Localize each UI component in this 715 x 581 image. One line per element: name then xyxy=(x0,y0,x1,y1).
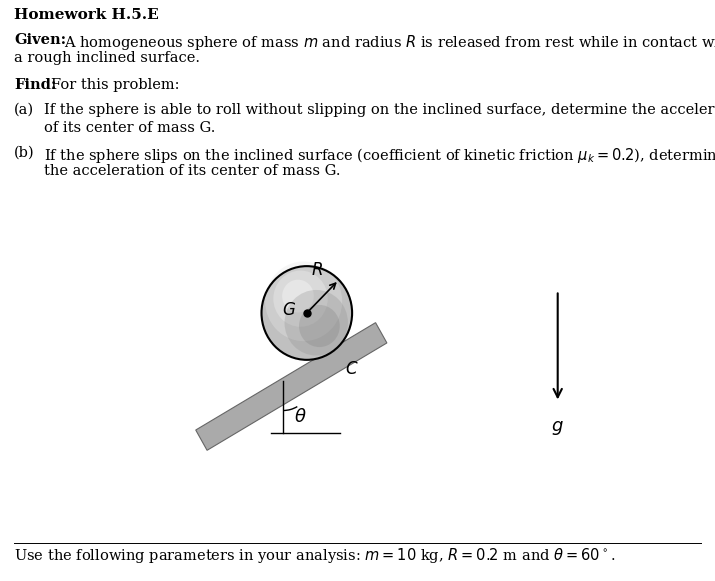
Text: Given:: Given: xyxy=(14,33,66,47)
Circle shape xyxy=(265,261,342,341)
Text: Find:: Find: xyxy=(14,78,56,92)
Polygon shape xyxy=(196,322,387,450)
Text: If the sphere slips on the inclined surface (coefficient of kinetic friction $\m: If the sphere slips on the inclined surf… xyxy=(44,146,715,165)
Circle shape xyxy=(282,279,314,313)
Text: the acceleration of its center of mass G.: the acceleration of its center of mass G… xyxy=(44,164,340,178)
Circle shape xyxy=(262,266,352,360)
Circle shape xyxy=(299,305,340,347)
Text: (b): (b) xyxy=(14,146,34,160)
Text: Homework H.5.E: Homework H.5.E xyxy=(14,8,159,22)
Text: (a): (a) xyxy=(14,103,34,117)
Text: Use the following parameters in your analysis: $m = 10$ kg, $R = 0.2$ m and $\th: Use the following parameters in your ana… xyxy=(14,546,616,565)
Text: $R$: $R$ xyxy=(311,262,323,279)
Text: of its center of mass G.: of its center of mass G. xyxy=(44,121,215,135)
Text: A homogeneous sphere of mass $m$ and radius $R$ is released from rest while in c: A homogeneous sphere of mass $m$ and rad… xyxy=(64,33,715,52)
Text: $C$: $C$ xyxy=(345,361,358,378)
Text: For this problem:: For this problem: xyxy=(51,78,179,92)
Text: $g$: $g$ xyxy=(551,419,564,437)
Text: If the sphere is able to roll without slipping on the inclined surface, determin: If the sphere is able to roll without sl… xyxy=(44,103,715,117)
Circle shape xyxy=(285,290,348,356)
Circle shape xyxy=(273,271,327,327)
Text: $\theta$: $\theta$ xyxy=(295,408,307,426)
Text: a rough inclined surface.: a rough inclined surface. xyxy=(14,51,200,65)
Text: $G$: $G$ xyxy=(282,302,296,319)
